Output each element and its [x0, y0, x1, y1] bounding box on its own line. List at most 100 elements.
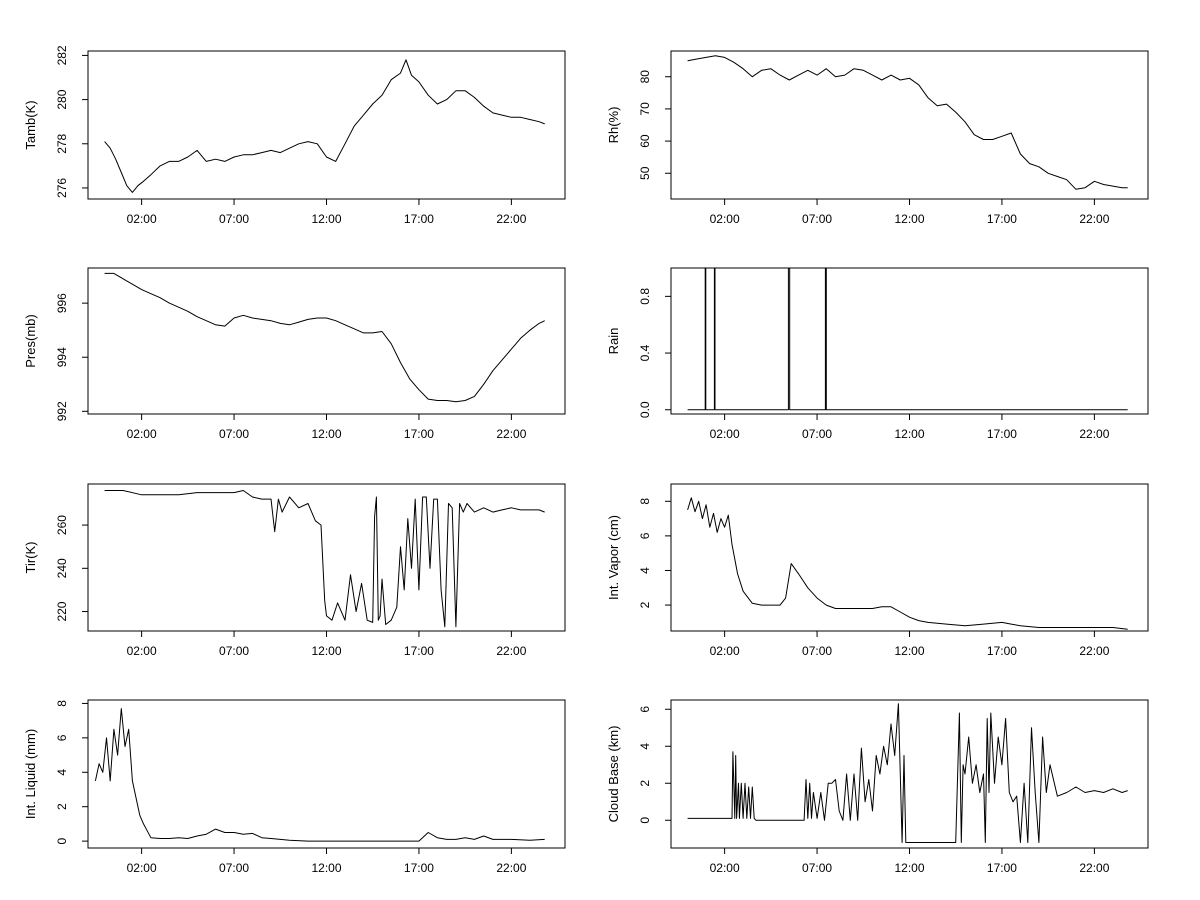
x-tick-label: 22:00	[1079, 212, 1109, 226]
panel-rh: 02:00 07:00 12:00 17:00 22:00 50 60 70 80 Rh(%)	[606, 50, 1149, 226]
x-tick-label: 12:00	[894, 861, 924, 875]
y-axis-title: Rain	[606, 328, 621, 355]
panel-tir: 02:00 07:00 12:00 17:00 22:00 220 240 260 Tir(K)	[23, 483, 566, 658]
x-tick-label: 22:00	[1079, 644, 1109, 658]
y-tick-label: 6	[638, 532, 652, 539]
y-tick-label: 0	[638, 817, 652, 824]
x-tick-label: 17:00	[987, 427, 1017, 441]
y-tick-label: 240	[55, 558, 69, 578]
y-tick-label: 6	[55, 734, 69, 741]
series-line-rain	[687, 267, 1128, 411]
y-tick-label: 276	[55, 178, 69, 198]
series-line-rh	[687, 55, 1128, 190]
x-tick-label: 17:00	[987, 861, 1017, 875]
x-tick-label: 02:00	[127, 861, 157, 875]
x-tick-label: 02:00	[710, 644, 740, 658]
series-line-pres	[104, 272, 545, 403]
y-tick-label: 0	[55, 837, 69, 844]
y-axis-title: Tamb(K)	[23, 100, 38, 149]
x-tick-label: 07:00	[219, 212, 249, 226]
x-tick-label: 12:00	[894, 644, 924, 658]
y-tick-label: 994	[55, 347, 69, 367]
panel-vapor: 02:00 07:00 12:00 17:00 22:00 2 4 6 8 Int. Vapor …	[606, 483, 1149, 658]
y-tick-label: 4	[55, 769, 69, 776]
plot-frame	[670, 267, 1149, 415]
plot-frame	[87, 267, 566, 415]
x-tick-label: 07:00	[802, 861, 832, 875]
x-tick-label: 07:00	[219, 861, 249, 875]
panel-pres: 02:00 07:00 12:00 17:00 22:00 992 994 996 Pres(m…	[23, 267, 566, 441]
y-tick-label: 2	[55, 803, 69, 810]
y-axis-title: Int. Liquid (mm)	[23, 729, 38, 819]
y-axis-title: Pres(mb)	[23, 314, 38, 367]
y-axis-title: Int. Vapor (cm)	[606, 515, 621, 600]
x-tick-label: 22:00	[496, 861, 526, 875]
y-tick-label: 4	[638, 743, 652, 750]
x-tick-label: 12:00	[894, 212, 924, 226]
series-line-liquid	[94, 708, 545, 842]
x-tick-label: 02:00	[710, 861, 740, 875]
y-tick-label: 282	[55, 45, 69, 65]
x-tick-label: 02:00	[710, 212, 740, 226]
x-tick-label: 02:00	[127, 212, 157, 226]
plot-frame	[87, 50, 566, 200]
y-tick-label: 278	[55, 133, 69, 153]
x-tick-label: 02:00	[127, 427, 157, 441]
y-tick-label: 8	[638, 498, 652, 505]
series-line-cloud	[687, 703, 1128, 843]
x-tick-label: 22:00	[496, 212, 526, 226]
panel-liquid: 02:00 07:00 12:00 17:00 22:00 0 2 4 6 8 Int. Liqui…	[23, 699, 566, 875]
x-tick-label: 17:00	[404, 212, 434, 226]
x-tick-label: 12:00	[894, 427, 924, 441]
y-tick-label: 0.8	[638, 288, 652, 305]
panel-cloud: 02:00 07:00 12:00 17:00 22:00 0 2 4 6 Cloud Base …	[606, 699, 1149, 875]
series-line-tir	[104, 490, 545, 628]
x-tick-label: 07:00	[219, 427, 249, 441]
x-tick-label: 07:00	[802, 212, 832, 226]
y-tick-label: 2	[638, 601, 652, 608]
x-tick-label: 07:00	[219, 644, 249, 658]
x-tick-label: 22:00	[496, 427, 526, 441]
y-tick-label: 220	[55, 601, 69, 621]
y-tick-label: 4	[638, 567, 652, 574]
x-tick-label: 07:00	[802, 644, 832, 658]
panel-rain: 02:00 07:00 12:00 17:00 22:00 0.0 0.4 0.8 Rain	[606, 267, 1149, 441]
y-tick-label: 2	[638, 780, 652, 787]
y-tick-label: 992	[55, 401, 69, 421]
y-tick-label: 996	[55, 293, 69, 313]
x-tick-label: 12:00	[311, 212, 341, 226]
x-tick-label: 17:00	[404, 861, 434, 875]
y-tick-label: 50	[638, 166, 652, 180]
y-tick-label: 70	[638, 102, 652, 116]
x-tick-label: 17:00	[404, 427, 434, 441]
y-tick-label: 60	[638, 134, 652, 148]
y-axis-title: Cloud Base (km)	[606, 726, 621, 823]
x-tick-label: 02:00	[710, 427, 740, 441]
y-tick-label: 6	[638, 706, 652, 713]
x-tick-label: 22:00	[1079, 861, 1109, 875]
plot-frame	[87, 483, 566, 632]
x-tick-label: 22:00	[496, 644, 526, 658]
x-tick-label: 07:00	[802, 427, 832, 441]
y-tick-label: 8	[55, 700, 69, 707]
x-tick-label: 17:00	[987, 212, 1017, 226]
y-axis-title: Tir(K)	[23, 541, 38, 573]
y-tick-label: 0.0	[638, 401, 652, 418]
panel-tamb: 02:00 07:00 12:00 17:00 22:00 276 278 280 282 Tam…	[23, 45, 566, 226]
plot-frame	[670, 50, 1149, 200]
y-axis-title: Rh(%)	[606, 107, 621, 144]
x-tick-label: 12:00	[311, 427, 341, 441]
x-tick-label: 17:00	[987, 644, 1017, 658]
y-tick-label: 0.4	[638, 344, 652, 361]
x-tick-label: 22:00	[1079, 427, 1109, 441]
x-tick-label: 12:00	[311, 644, 341, 658]
x-tick-label: 02:00	[127, 644, 157, 658]
x-tick-label: 17:00	[404, 644, 434, 658]
y-tick-label: 80	[638, 70, 652, 84]
x-tick-label: 12:00	[311, 861, 341, 875]
y-tick-label: 280	[55, 89, 69, 109]
y-tick-label: 260	[55, 515, 69, 535]
series-line-tamb	[104, 59, 545, 193]
plot-frame	[87, 699, 566, 849]
